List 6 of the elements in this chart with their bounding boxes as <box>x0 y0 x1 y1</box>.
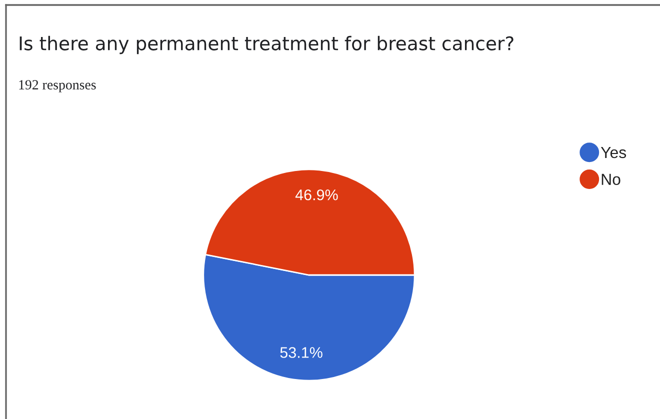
chart-title: Is there any permanent treatment for breast cancer? <box>20 36 514 54</box>
text: 192 responses <box>19 80 96 92</box>
legend-label: No <box>602 174 620 185</box>
data-label: 53.1% <box>280 347 322 358</box>
data-label: 46.9% <box>295 189 338 200</box>
legend-label: Yes <box>600 146 626 158</box>
